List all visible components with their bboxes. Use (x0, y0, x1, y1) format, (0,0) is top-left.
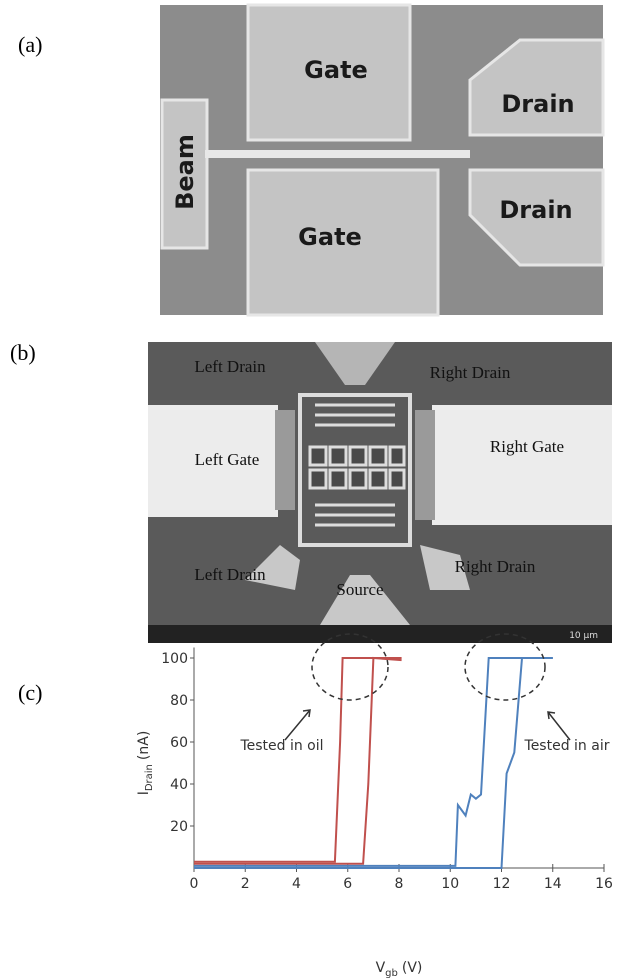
annotation-arrow (548, 712, 570, 740)
region-label: Beam (171, 134, 199, 210)
annotation-arrow (285, 710, 310, 740)
scale-bar-label: 10 µm (569, 631, 598, 641)
figure: (a) Gate Drain Beam Drain Gate (b) Left … (0, 0, 624, 979)
sem-image-a (160, 5, 603, 315)
annotation: Tested in oil (239, 738, 323, 754)
panel-label: (b) (10, 340, 36, 365)
y-tick-label: 20 (170, 819, 188, 835)
x-axis-label-part: V (376, 960, 386, 976)
y-tick-label: 40 (170, 777, 188, 793)
x-tick-label: 16 (595, 876, 613, 892)
data-line (194, 658, 553, 868)
y-axis-label-part: (nA) (136, 731, 152, 760)
x-tick-label: 12 (493, 876, 511, 892)
x-tick-label: 0 (190, 876, 199, 892)
region-label: Right Drain (430, 363, 511, 382)
region-label: Right Drain (455, 557, 536, 576)
x-axis-label-part: gb (385, 968, 398, 979)
data-line (194, 658, 553, 866)
annotation-ellipse (465, 634, 545, 700)
region-label: Gate (304, 56, 368, 84)
region-label: Source (336, 580, 383, 599)
panel-label: (c) (18, 680, 42, 705)
x-tick-label: 2 (241, 876, 250, 892)
x-tick-label: 6 (343, 876, 352, 892)
region-label: Right Gate (490, 437, 564, 456)
y-axis-label: IDrain(nA) (136, 731, 155, 796)
y-tick-label: 100 (161, 651, 188, 667)
x-axis-label: Vgb (V) (376, 960, 423, 979)
region-label: Left Gate (195, 450, 260, 469)
x-tick-label: 4 (292, 876, 301, 892)
data-line (194, 658, 402, 864)
annotation: Tested in air (524, 738, 610, 754)
y-tick-label: 60 (170, 735, 188, 751)
x-tick-label: 14 (544, 876, 562, 892)
region-label: Drain (501, 90, 574, 118)
x-tick-label: 8 (395, 876, 404, 892)
y-axis-label-part: Drain (144, 764, 155, 791)
data-line (194, 658, 402, 862)
region-label: Gate (298, 223, 362, 251)
annotation-ellipse (312, 634, 388, 700)
region-label: Drain (499, 196, 572, 224)
x-tick-label: 10 (441, 876, 459, 892)
panel-label: (a) (18, 32, 42, 57)
x-axis-label-part: (V) (402, 960, 423, 976)
region-label: Left Drain (194, 357, 266, 376)
region-label: Left Drain (194, 565, 266, 584)
y-tick-label: 80 (170, 693, 188, 709)
